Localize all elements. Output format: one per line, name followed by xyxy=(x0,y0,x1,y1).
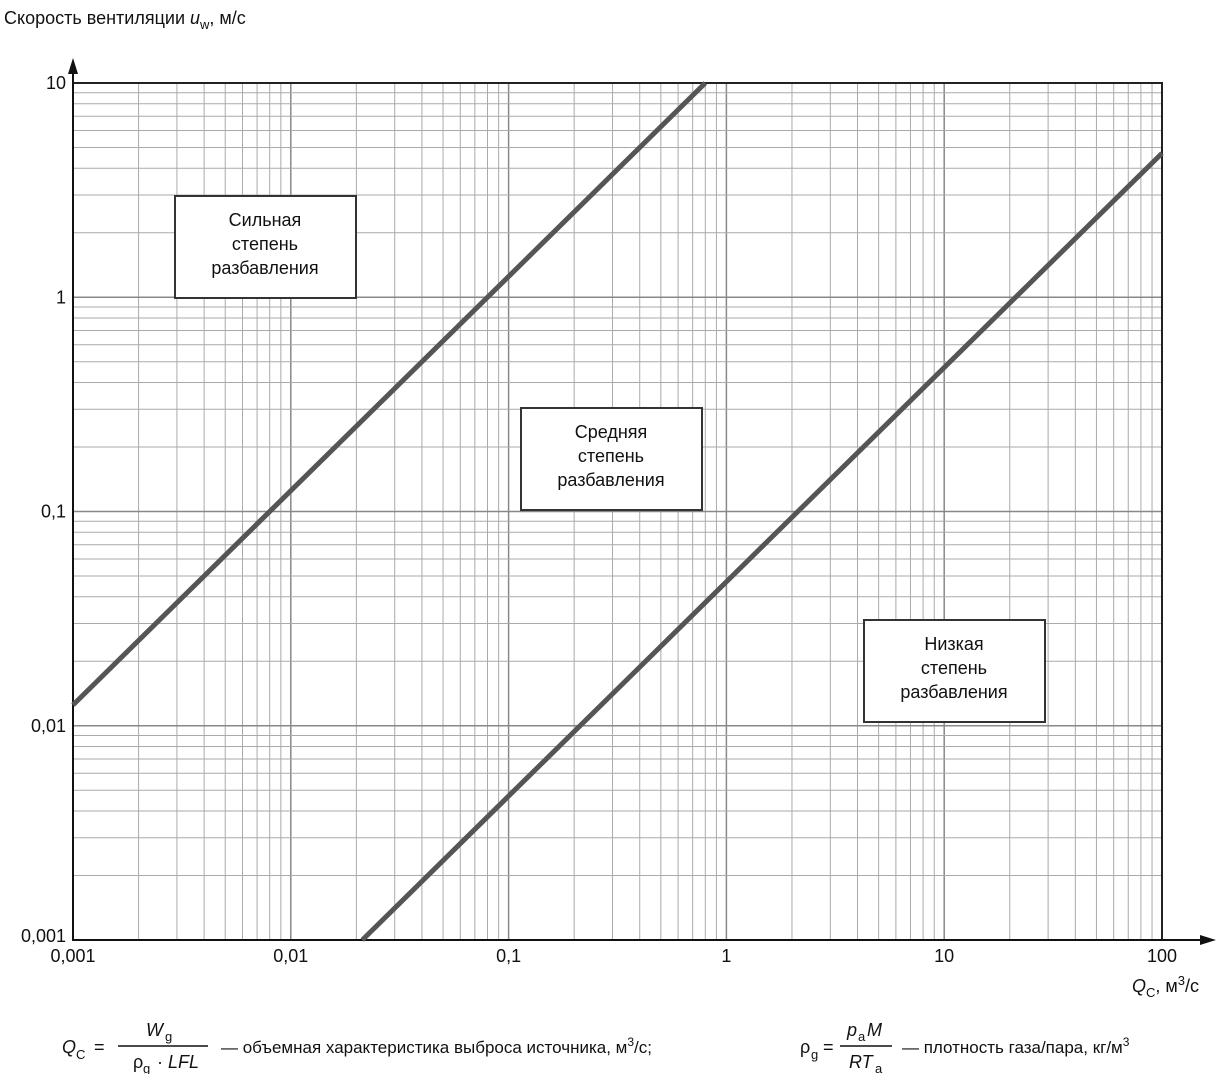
formula-part: C xyxy=(76,1047,85,1062)
series-line xyxy=(71,81,708,707)
annotation-text: Средняя xyxy=(575,422,648,442)
formula-part: · xyxy=(157,1052,163,1072)
formula-part: g xyxy=(165,1029,172,1044)
x-arrow xyxy=(1200,935,1216,945)
annotation-text: разбавления xyxy=(557,470,664,490)
x-tick-label: 10 xyxy=(934,946,954,966)
formula: Q C = W g ρ g · LFL — объемная характери… xyxy=(62,1020,1130,1074)
y-arrow xyxy=(68,58,78,74)
y-tick-label: 0,001 xyxy=(21,926,66,946)
formula-desc: — объемная характеристика выброса источн… xyxy=(221,1035,652,1057)
formula-part: LFL xyxy=(168,1052,199,1072)
y-tick-label: 1 xyxy=(56,287,66,307)
formula-part: a xyxy=(858,1029,866,1044)
formula-desc: — плотность газа/пара, кг/м3 xyxy=(902,1035,1130,1057)
label-part: , м/с xyxy=(209,8,245,28)
formula-part: Q xyxy=(62,1037,76,1057)
label-part: /с xyxy=(1185,976,1199,996)
series-line xyxy=(360,151,1164,942)
label-part: Q xyxy=(1132,976,1146,996)
formula-part: p xyxy=(846,1020,857,1040)
x-tick-label: 0,001 xyxy=(50,946,95,966)
x-axis-label: QC, м3/с xyxy=(1132,973,1199,1000)
formula-part: ρ xyxy=(133,1052,143,1072)
annotation-text: разбавления xyxy=(900,682,1007,702)
x-tick-label: 100 xyxy=(1147,946,1177,966)
formula-part: ρ xyxy=(800,1037,810,1057)
label-part: w xyxy=(199,17,210,32)
annotation-text: Низкая xyxy=(924,634,983,654)
annotation-text: Сильная xyxy=(229,210,302,230)
formula-part: = xyxy=(94,1037,105,1057)
label-part: Скорость вентиляции xyxy=(4,8,190,28)
annotation-text: степень xyxy=(232,234,298,254)
formula-part: 3 xyxy=(627,1035,634,1049)
formula-part: — плотность газа/пара, кг/м xyxy=(902,1038,1123,1057)
formula-part: — объемная характеристика выброса источн… xyxy=(221,1038,627,1057)
label-part: 3 xyxy=(1178,973,1185,988)
formula-part: W xyxy=(146,1020,165,1040)
formula-part: M xyxy=(867,1020,882,1040)
annotation-text: степень xyxy=(578,446,644,466)
y-axis-label: Скорость вентиляции uw, м/с xyxy=(4,8,246,32)
formula-part: g xyxy=(811,1047,818,1062)
formula-part: 3 xyxy=(1123,1035,1130,1049)
label-part: , м xyxy=(1155,976,1177,996)
y-tick-label: 10 xyxy=(46,73,66,93)
annotation-box xyxy=(863,619,1046,723)
formula-part: = xyxy=(823,1037,834,1057)
y-tick-label: 0,01 xyxy=(31,716,66,736)
x-tick-label: 0,01 xyxy=(273,946,308,966)
x-tick-label: 0,1 xyxy=(496,946,521,966)
annotation-box xyxy=(520,407,703,511)
label-part: C xyxy=(1146,985,1155,1000)
annotation-text: разбавления xyxy=(211,258,318,278)
formula-part: RT xyxy=(849,1052,875,1072)
formula-part: g xyxy=(143,1061,150,1074)
annotation-box xyxy=(174,195,357,299)
formula-part: /с; xyxy=(634,1038,652,1057)
label-part: u xyxy=(190,8,200,28)
annotation-text: степень xyxy=(921,658,987,678)
x-tick-label: 1 xyxy=(721,946,731,966)
formula-part: a xyxy=(875,1061,883,1074)
y-tick-label: 0,1 xyxy=(41,502,66,522)
